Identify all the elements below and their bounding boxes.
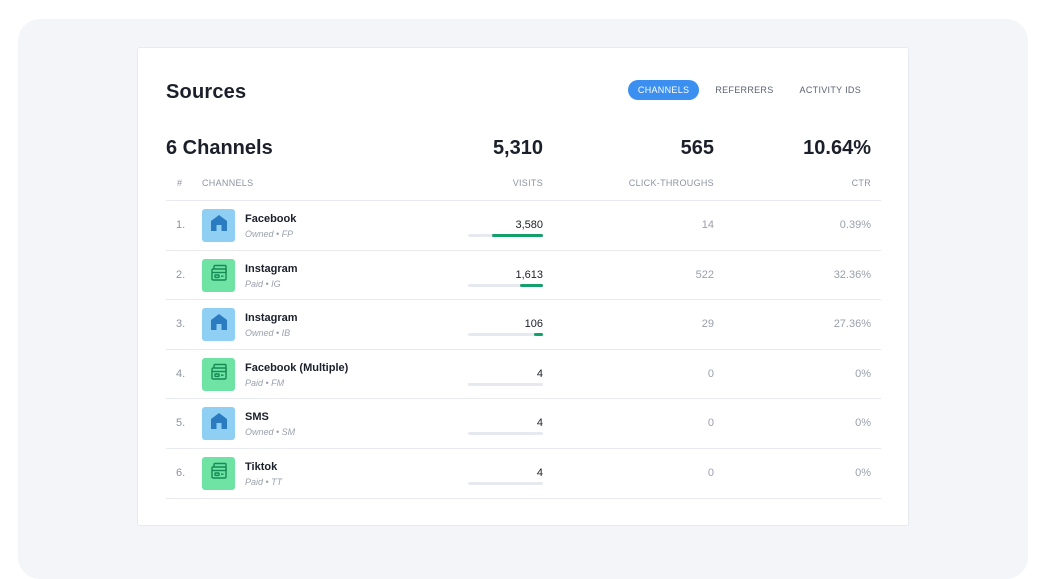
column-header-visits[interactable]: VISITS	[512, 178, 543, 188]
home-icon	[209, 213, 229, 238]
channel-subtitle: Paid • IG	[245, 278, 281, 289]
channel-subtitle: Paid • FM	[245, 377, 285, 388]
channel-name: Facebook	[245, 213, 297, 225]
visits-value: 4	[536, 466, 543, 479]
visits-bar	[468, 333, 543, 337]
page-title: Sources	[166, 81, 247, 103]
click-throughs-value: 0	[707, 417, 714, 430]
ctr-value: 27.36%	[833, 318, 871, 331]
row-index: 4.	[176, 367, 186, 380]
summary-visits: 5,310	[492, 137, 543, 159]
table-row[interactable]: 3. Instagram Owned • IB 106 29 27.36%	[166, 300, 881, 350]
ctr-value: 0%	[855, 417, 871, 430]
visits-bar	[468, 234, 543, 237]
home-icon	[209, 411, 229, 436]
row-index: 1.	[176, 219, 186, 231]
visits-bar-fill	[492, 234, 543, 237]
channel-name: Facebook (Multiple)	[245, 361, 349, 374]
visits-bar-fill	[534, 333, 543, 337]
column-header-click-throughs[interactable]: CLICK-THROUGHS	[628, 178, 714, 188]
credit-card-icon	[209, 362, 229, 387]
row-index: 5.	[176, 417, 186, 430]
channel-icon-box	[202, 407, 235, 441]
table-row[interactable]: 4. Facebook (Multiple) Paid • FM 4 0 0%	[166, 350, 881, 400]
visits-value: 3,580	[515, 219, 543, 231]
channel-icon-box	[202, 258, 235, 292]
click-throughs-value: 14	[701, 219, 714, 231]
tab-channels[interactable]: CHANNELS	[627, 80, 700, 100]
channels-table-body: 1. Facebook Owned • FP 3,580 14 0.39% 2.…	[166, 201, 881, 499]
visits-value: 1,613	[515, 268, 543, 281]
visits-bar	[468, 283, 543, 287]
channel-icon-box	[202, 209, 235, 242]
table-row[interactable]: 2. Instagram Paid • IG 1,613 522 32.36%	[166, 251, 881, 301]
sources-card: Sources CHANNELS REFERRERS ACTIVITY IDS …	[137, 47, 909, 526]
channel-subtitle: Paid • TT	[245, 476, 283, 487]
source-tabs: CHANNELS REFERRERS ACTIVITY IDS	[622, 80, 871, 100]
click-throughs-value: 29	[701, 318, 714, 331]
channel-icon-box	[202, 357, 235, 391]
summary-ctr: 10.64%	[803, 137, 871, 159]
tab-referrers[interactable]: REFERRERS	[715, 85, 774, 95]
column-header-index: #	[177, 178, 183, 188]
credit-card-icon	[209, 461, 229, 486]
visits-bar	[468, 481, 543, 485]
click-throughs-value: 0	[707, 367, 714, 380]
channel-icon-box	[202, 456, 235, 490]
row-index: 2.	[176, 268, 186, 281]
channel-name: Instagram	[245, 262, 298, 275]
table-row[interactable]: 5. SMS Owned • SM 4 0 0%	[166, 399, 881, 449]
summary-row: 6 Channels 5,310 565 10.64%	[166, 137, 881, 161]
column-header-ctr[interactable]: CTR	[851, 178, 871, 188]
visits-bar	[468, 432, 543, 436]
home-icon	[209, 312, 229, 337]
visits-value: 106	[524, 318, 543, 331]
visits-bar	[468, 382, 543, 386]
visits-value: 4	[536, 367, 543, 380]
table-row[interactable]: 6. Tiktok Paid • TT 4 0 0%	[166, 449, 881, 499]
visits-bar-fill	[520, 283, 543, 287]
channel-subtitle: Owned • SM	[245, 427, 296, 438]
channel-name: SMS	[245, 411, 269, 424]
summary-channels: 6 Channels	[166, 137, 273, 159]
ctr-value: 0%	[855, 466, 871, 479]
channel-name: Tiktok	[245, 460, 278, 473]
ctr-value: 0%	[855, 367, 871, 380]
click-throughs-value: 522	[695, 268, 714, 281]
channel-icon-box	[202, 308, 235, 342]
ctr-value: 0.39%	[839, 219, 871, 231]
table-header: # CHANNELS VISITS CLICK-THROUGHS CTR	[166, 178, 881, 192]
summary-click-throughs: 565	[680, 137, 714, 159]
row-index: 3.	[176, 318, 186, 331]
click-throughs-value: 0	[707, 466, 714, 479]
credit-card-icon	[209, 263, 229, 288]
tab-activity-ids[interactable]: ACTIVITY IDS	[799, 85, 861, 95]
visits-value: 4	[536, 417, 543, 430]
column-header-channels[interactable]: CHANNELS	[202, 178, 254, 188]
channel-name: Instagram	[245, 312, 298, 325]
channel-subtitle: Owned • FP	[245, 229, 294, 239]
ctr-value: 32.36%	[833, 268, 871, 281]
channel-subtitle: Owned • IB	[245, 328, 291, 339]
row-index: 6.	[176, 466, 186, 479]
table-row[interactable]: 1. Facebook Owned • FP 3,580 14 0.39%	[166, 201, 881, 251]
header-divider	[166, 200, 881, 201]
